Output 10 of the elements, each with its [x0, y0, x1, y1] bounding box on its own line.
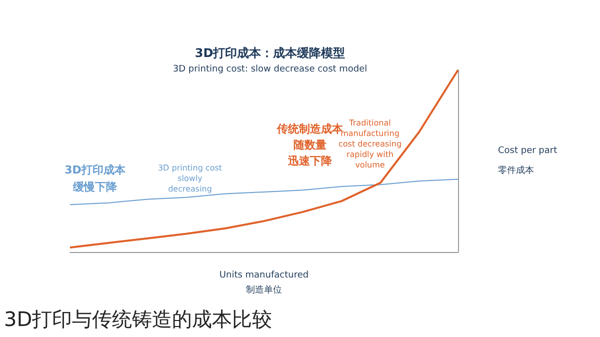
chart-subtitle: 3D printing cost: slow decrease cost model [172, 64, 368, 74]
annotation: 缓慢下降 [72, 180, 118, 194]
annotation: 迅速下降 [287, 154, 333, 168]
y-axis-title: Cost per part 零件成本 [498, 146, 558, 176]
annotation: 随数量 [294, 138, 326, 152]
chart-title: 3D打印成本：成本缓降模型 [194, 46, 346, 60]
annotation: 3D printing cost slowly decreasing [158, 164, 222, 194]
text: 3D打印与传统铸造的成本比较 [4, 307, 272, 331]
x-axis-title: Units manufactured 制造单位 [219, 270, 309, 296]
annotation: 3D打印成本 [64, 164, 126, 177]
